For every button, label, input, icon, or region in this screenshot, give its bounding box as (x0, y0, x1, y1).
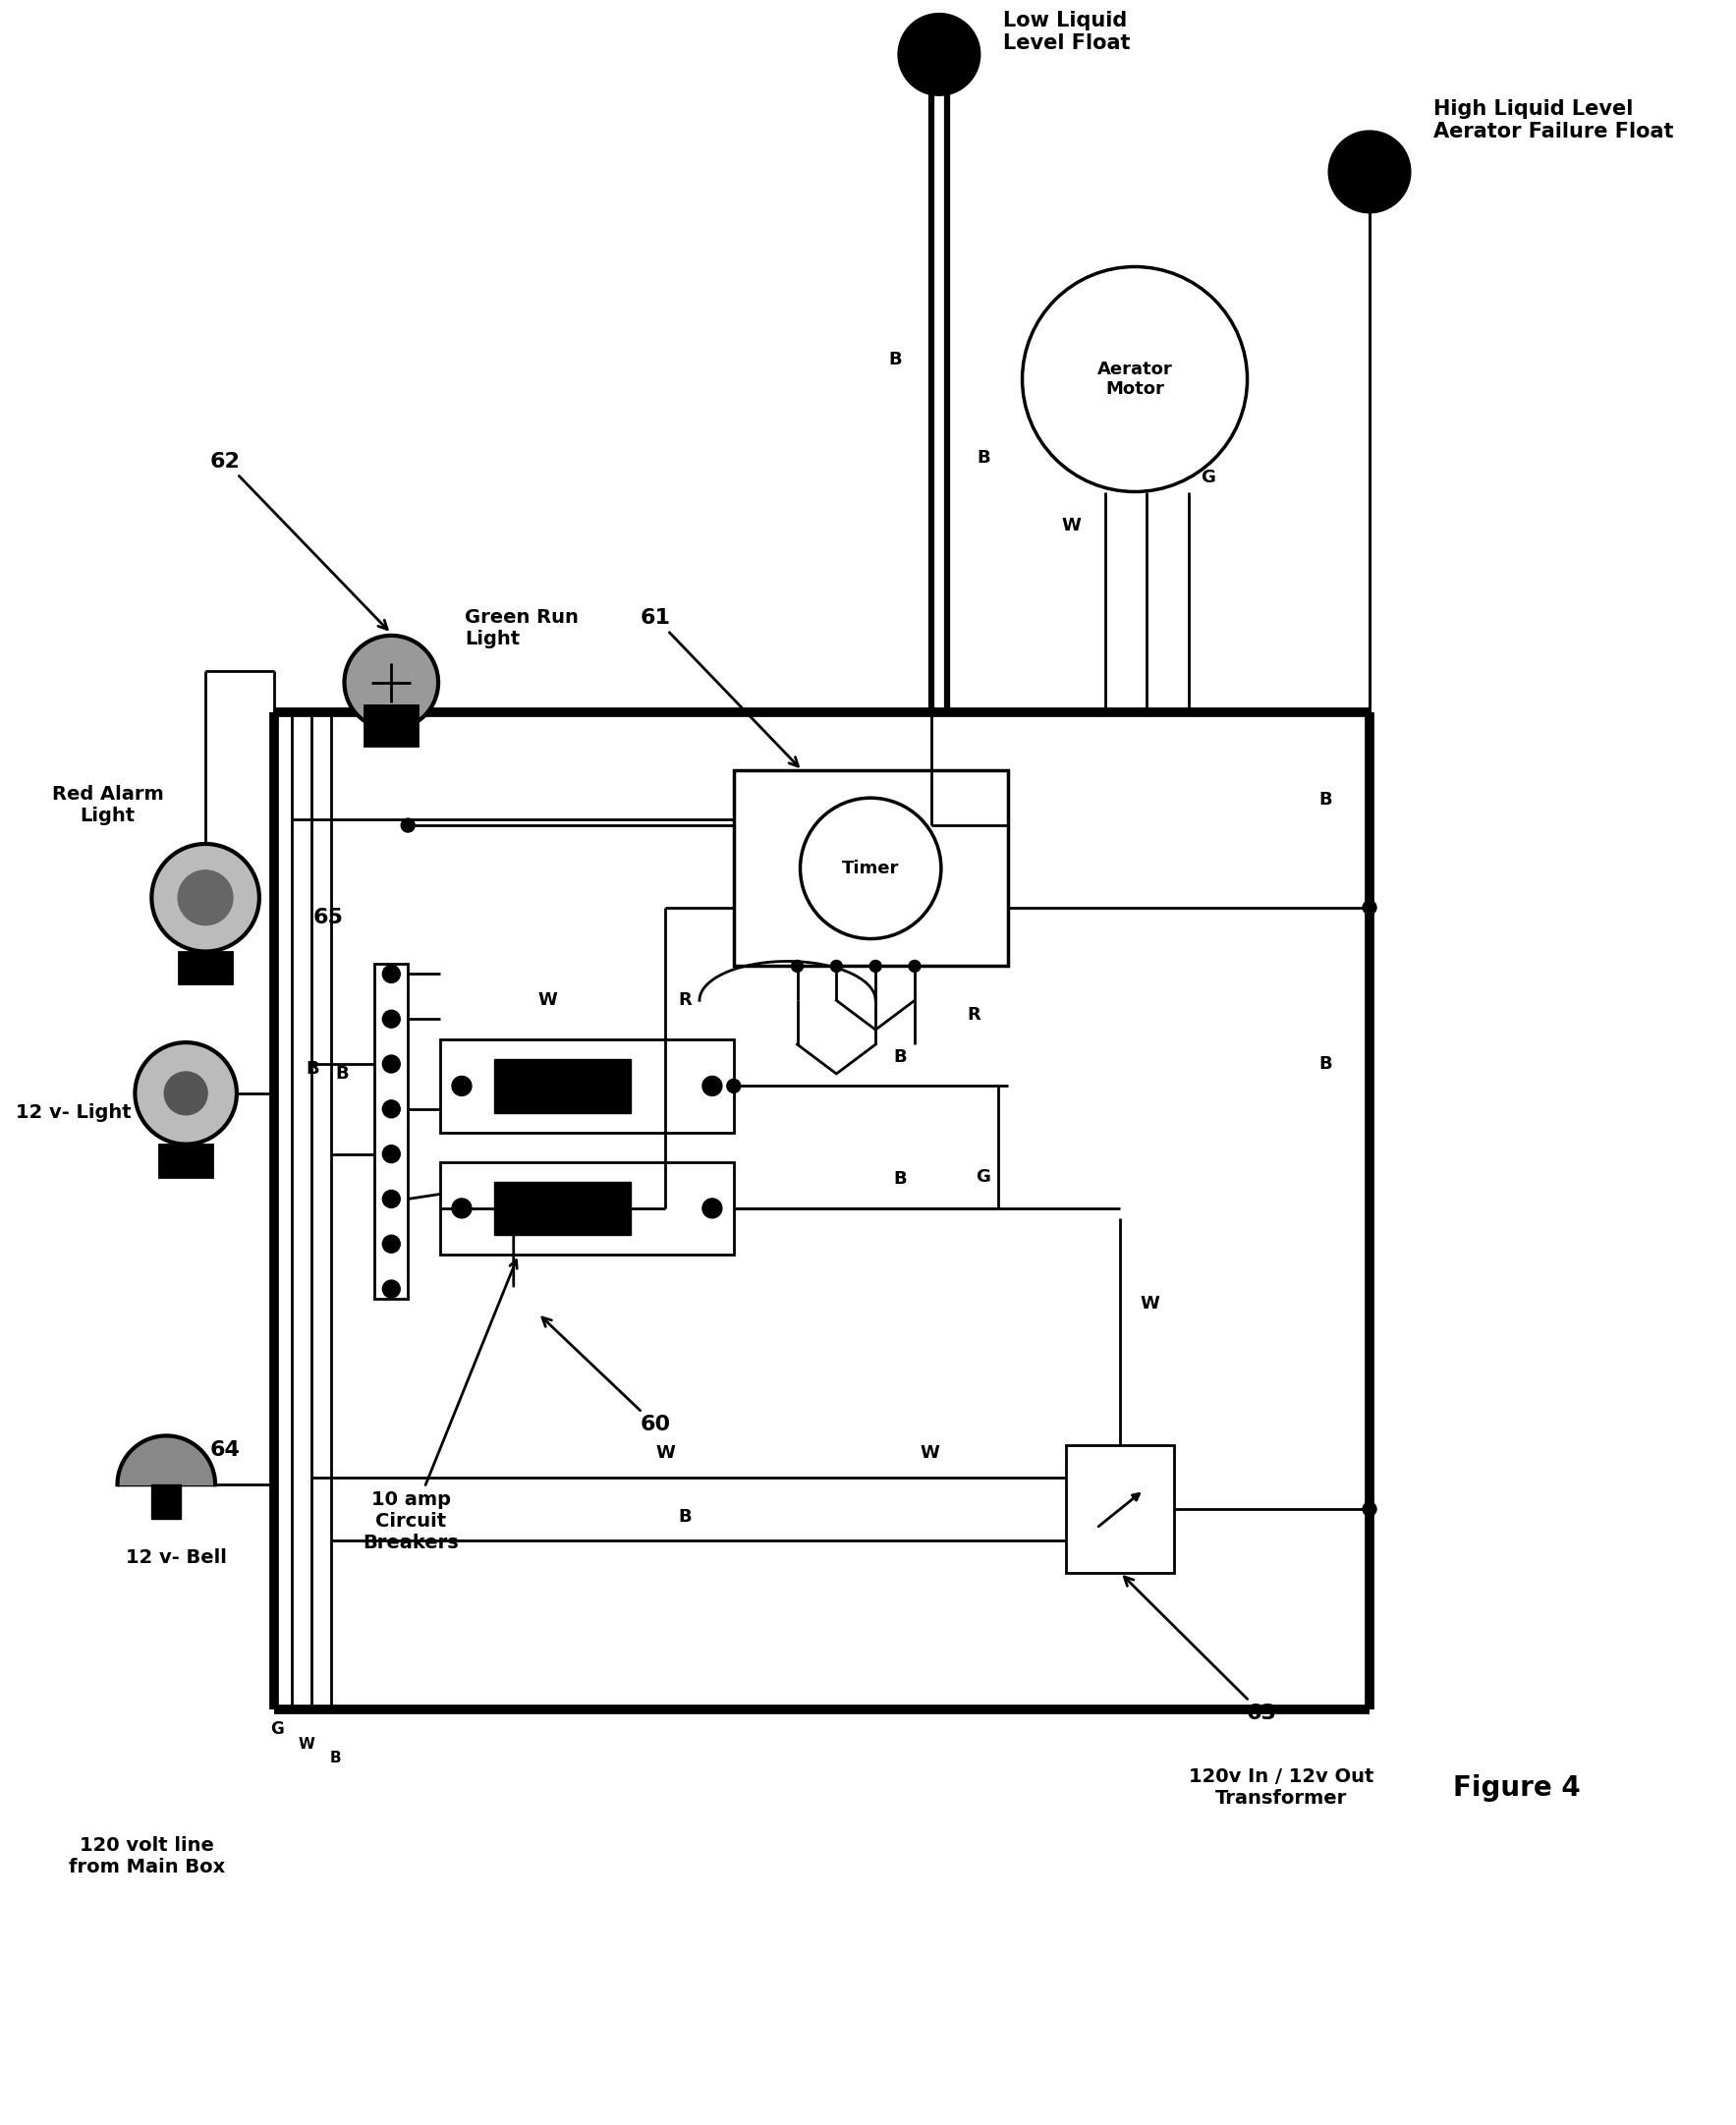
Text: B: B (679, 1507, 691, 1526)
Text: B: B (894, 1171, 906, 1188)
Text: G: G (976, 1167, 991, 1186)
Polygon shape (118, 1436, 215, 1485)
Circle shape (1363, 1502, 1377, 1515)
Circle shape (382, 1101, 399, 1118)
Bar (495, 1058, 630, 1114)
Text: 12 v- Bell: 12 v- Bell (125, 1549, 227, 1568)
Circle shape (1328, 132, 1411, 212)
Bar (734, 771, 1007, 967)
Text: 64: 64 (210, 1441, 240, 1460)
Circle shape (451, 1075, 472, 1097)
Text: 61: 61 (641, 608, 799, 767)
Text: Timer: Timer (842, 859, 899, 878)
Text: High Liquid Level
Aerator Failure Float: High Liquid Level Aerator Failure Float (1434, 98, 1674, 140)
Text: R: R (967, 1007, 981, 1024)
Circle shape (910, 960, 920, 971)
Text: B: B (894, 1048, 906, 1065)
Bar (441, 1039, 734, 1133)
Text: 120v In / 12v Out
Transformer: 120v In / 12v Out Transformer (1189, 1768, 1375, 1808)
Text: B: B (330, 1751, 342, 1766)
Circle shape (451, 1198, 472, 1218)
Bar (375, 965, 408, 1298)
Bar (151, 1485, 181, 1519)
Circle shape (382, 1190, 399, 1207)
Circle shape (382, 1145, 399, 1162)
Text: W: W (1141, 1294, 1160, 1313)
Text: 65: 65 (312, 907, 344, 926)
Bar (179, 952, 233, 984)
Text: W: W (299, 1736, 314, 1751)
Text: B: B (976, 448, 990, 465)
Text: G: G (1201, 468, 1215, 487)
Circle shape (382, 1279, 399, 1298)
Text: W: W (1061, 516, 1082, 536)
Circle shape (703, 1075, 722, 1097)
Text: Green Run
Light: Green Run Light (465, 608, 578, 648)
Circle shape (382, 1009, 399, 1028)
Circle shape (165, 1071, 207, 1116)
Text: B: B (889, 351, 901, 368)
Circle shape (1363, 901, 1377, 914)
Text: 12 v- Light: 12 v- Light (16, 1103, 132, 1122)
Circle shape (727, 1080, 741, 1092)
Text: W: W (538, 992, 557, 1009)
Text: 60: 60 (542, 1318, 670, 1434)
Circle shape (382, 1056, 399, 1073)
Bar (365, 706, 418, 746)
Circle shape (344, 635, 437, 729)
Text: Red Alarm
Light: Red Alarm Light (52, 784, 163, 824)
Circle shape (179, 871, 233, 924)
Text: B: B (1319, 1056, 1332, 1073)
Text: W: W (656, 1445, 675, 1462)
Bar (441, 1162, 734, 1254)
Text: W: W (920, 1445, 939, 1462)
Bar (495, 1182, 630, 1235)
Text: G: G (271, 1721, 283, 1738)
Text: 10 amp
Circuit
Breakers: 10 amp Circuit Breakers (363, 1260, 517, 1551)
Bar (160, 1143, 212, 1177)
Circle shape (401, 818, 415, 833)
Circle shape (135, 1043, 236, 1143)
Circle shape (792, 960, 804, 971)
Circle shape (830, 960, 842, 971)
Text: B: B (335, 1065, 349, 1082)
Text: B: B (306, 1060, 319, 1077)
Circle shape (151, 844, 259, 952)
Text: 62: 62 (210, 450, 387, 629)
Text: 63: 63 (1125, 1577, 1278, 1723)
Text: Low Liquid
Level Float: Low Liquid Level Float (1003, 11, 1130, 53)
Bar (1066, 1445, 1174, 1572)
Circle shape (382, 965, 399, 982)
Circle shape (703, 1198, 722, 1218)
Text: Figure 4: Figure 4 (1453, 1774, 1580, 1802)
Text: R: R (679, 992, 691, 1009)
Circle shape (870, 960, 882, 971)
Text: B: B (1319, 790, 1332, 810)
Circle shape (382, 1235, 399, 1254)
Text: 120 volt line
from Main Box: 120 volt line from Main Box (68, 1836, 226, 1876)
Text: Aerator
Motor: Aerator Motor (1097, 359, 1172, 397)
Circle shape (898, 13, 981, 96)
